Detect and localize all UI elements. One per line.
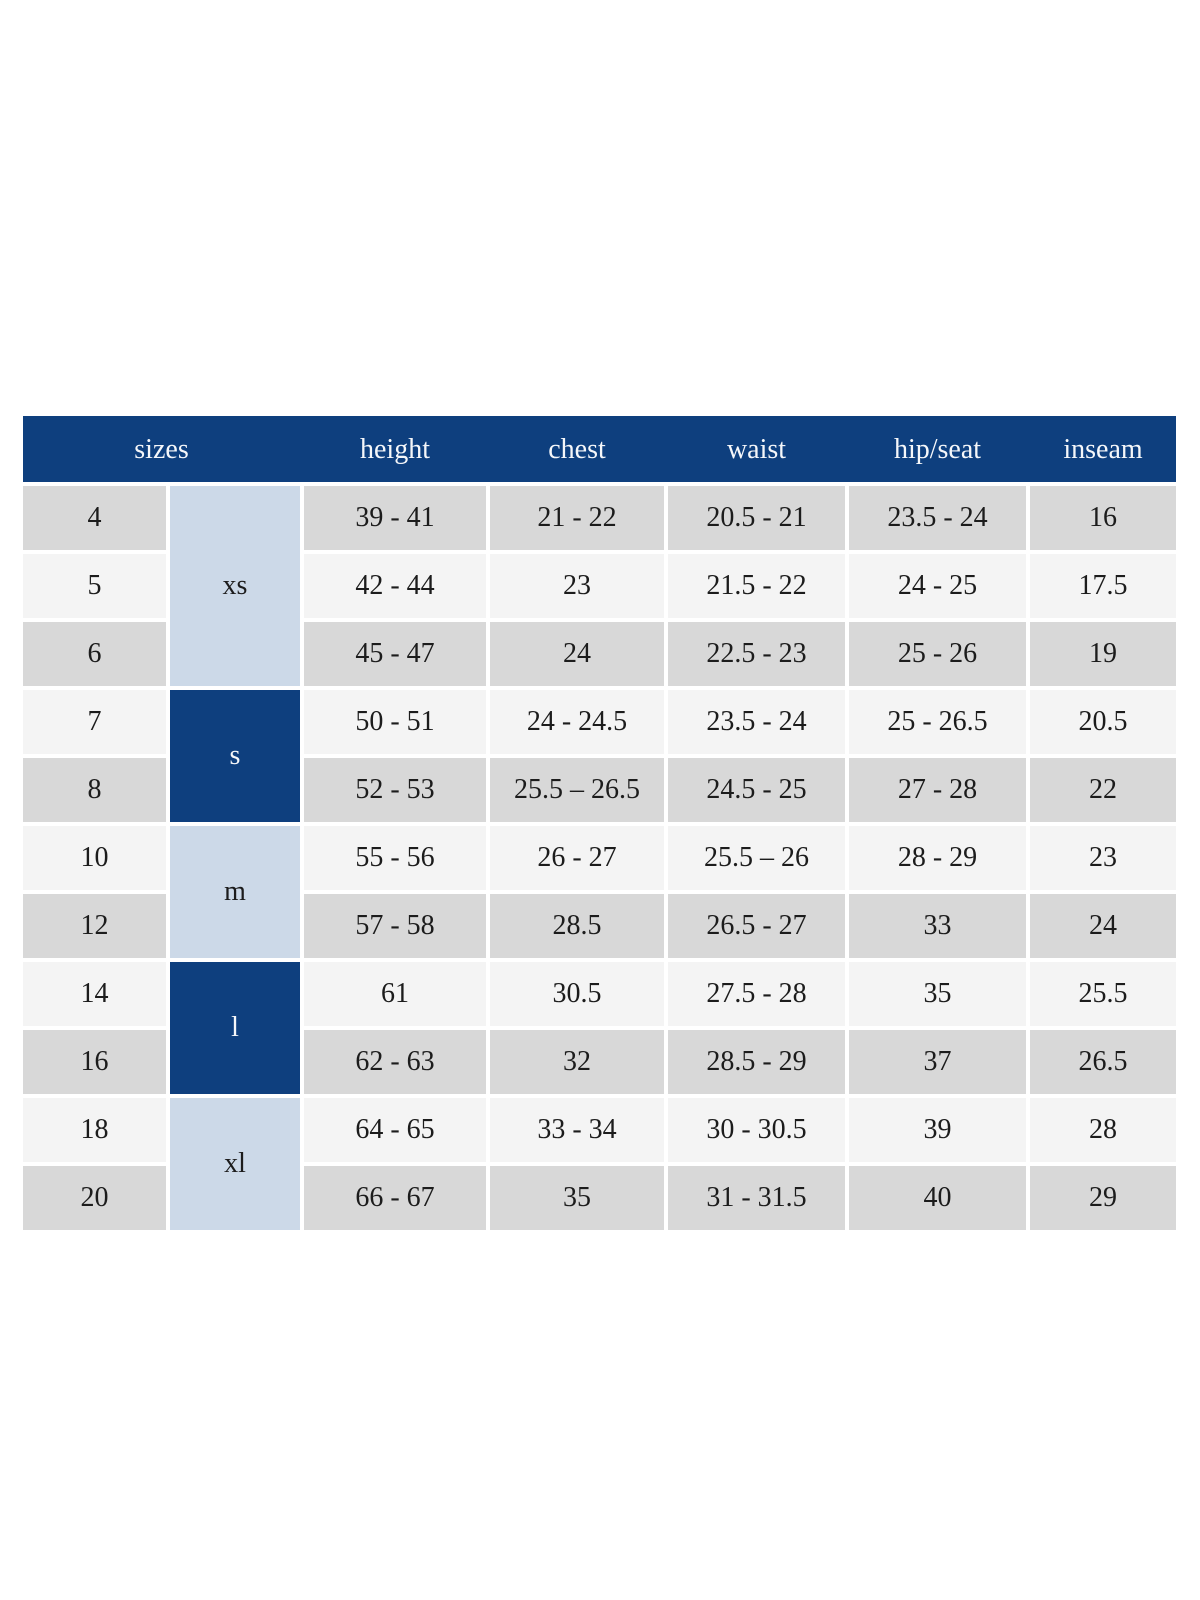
- column-header-waist: waist: [726, 434, 787, 465]
- size-number-cell: 6: [23, 622, 166, 686]
- waist-cell: 27.5 - 28: [668, 962, 845, 1026]
- waist-cell: 25.5 – 26: [668, 826, 845, 890]
- table-header-row: sizes height chest waist hip/seat inseam: [23, 416, 1176, 482]
- chest-cell: 24 - 24.5: [490, 690, 664, 754]
- size-number-cell: 7: [23, 690, 166, 754]
- hip-seat-cell: 25 - 26: [849, 622, 1026, 686]
- waist-cell: 24.5 - 25: [668, 758, 845, 822]
- inseam-cell: 29: [1030, 1166, 1176, 1230]
- hip-seat-cell: 37: [849, 1030, 1026, 1094]
- hip-seat-cell: 24 - 25: [849, 554, 1026, 618]
- size-number-cell: 4: [23, 486, 166, 550]
- height-cell: 52 - 53: [304, 758, 486, 822]
- inseam-cell: 28: [1030, 1098, 1176, 1162]
- size-number-cell: 12: [23, 894, 166, 958]
- column-header-height: height: [360, 434, 430, 465]
- inseam-cell: 23: [1030, 826, 1176, 890]
- column-header-sizes: sizes: [134, 434, 189, 465]
- chest-cell: 24: [490, 622, 664, 686]
- size-chart-table: sizes height chest waist hip/seat inseam…: [23, 416, 1176, 1230]
- waist-cell: 22.5 - 23: [668, 622, 845, 686]
- waist-cell: 30 - 30.5: [668, 1098, 845, 1162]
- chest-cell: 21 - 22: [490, 486, 664, 550]
- height-cell: 66 - 67: [304, 1166, 486, 1230]
- height-cell: 39 - 41: [304, 486, 486, 550]
- waist-cell: 26.5 - 27: [668, 894, 845, 958]
- waist-cell: 31 - 31.5: [668, 1166, 845, 1230]
- hip-seat-cell: 23.5 - 24: [849, 486, 1026, 550]
- chest-cell: 30.5: [490, 962, 664, 1026]
- waist-cell: 28.5 - 29: [668, 1030, 845, 1094]
- hip-seat-cell: 39: [849, 1098, 1026, 1162]
- height-cell: 57 - 58: [304, 894, 486, 958]
- inseam-cell: 25.5: [1030, 962, 1176, 1026]
- size-group-cell-l: l: [170, 962, 300, 1094]
- waist-cell: 20.5 - 21: [668, 486, 845, 550]
- hip-seat-cell: 35: [849, 962, 1026, 1026]
- inseam-cell: 26.5: [1030, 1030, 1176, 1094]
- chest-cell: 28.5: [490, 894, 664, 958]
- size-group-cell-xs: xs: [170, 486, 300, 686]
- hip-seat-cell: 40: [849, 1166, 1026, 1230]
- height-cell: 42 - 44: [304, 554, 486, 618]
- height-cell: 64 - 65: [304, 1098, 486, 1162]
- hip-seat-cell: 28 - 29: [849, 826, 1026, 890]
- inseam-cell: 16: [1030, 486, 1176, 550]
- hip-seat-cell: 27 - 28: [849, 758, 1026, 822]
- inseam-cell: 17.5: [1030, 554, 1176, 618]
- size-number-cell: 16: [23, 1030, 166, 1094]
- chest-cell: 32: [490, 1030, 664, 1094]
- inseam-cell: 19: [1030, 622, 1176, 686]
- chest-cell: 25.5 – 26.5: [490, 758, 664, 822]
- size-group-cell-m: m: [170, 826, 300, 958]
- size-group-cell-s: s: [170, 690, 300, 822]
- column-header-hip-seat: hip/seat: [893, 434, 982, 465]
- hip-seat-cell: 33: [849, 894, 1026, 958]
- height-cell: 50 - 51: [304, 690, 486, 754]
- size-number-cell: 5: [23, 554, 166, 618]
- size-number-cell: 18: [23, 1098, 166, 1162]
- height-cell: 55 - 56: [304, 826, 486, 890]
- waist-cell: 23.5 - 24: [668, 690, 845, 754]
- size-number-cell: 20: [23, 1166, 166, 1230]
- waist-cell: 21.5 - 22: [668, 554, 845, 618]
- column-header-chest: chest: [548, 434, 606, 465]
- size-number-cell: 10: [23, 826, 166, 890]
- inseam-cell: 24: [1030, 894, 1176, 958]
- height-cell: 61: [304, 962, 486, 1026]
- size-number-cell: 8: [23, 758, 166, 822]
- chest-cell: 26 - 27: [490, 826, 664, 890]
- size-number-cell: 14: [23, 962, 166, 1026]
- inseam-cell: 20.5: [1030, 690, 1176, 754]
- height-cell: 62 - 63: [304, 1030, 486, 1094]
- column-header-inseam: inseam: [1063, 434, 1143, 465]
- chest-cell: 23: [490, 554, 664, 618]
- height-cell: 45 - 47: [304, 622, 486, 686]
- chest-cell: 33 - 34: [490, 1098, 664, 1162]
- chest-cell: 35: [490, 1166, 664, 1230]
- inseam-cell: 22: [1030, 758, 1176, 822]
- hip-seat-cell: 25 - 26.5: [849, 690, 1026, 754]
- size-group-cell-xl: xl: [170, 1098, 300, 1230]
